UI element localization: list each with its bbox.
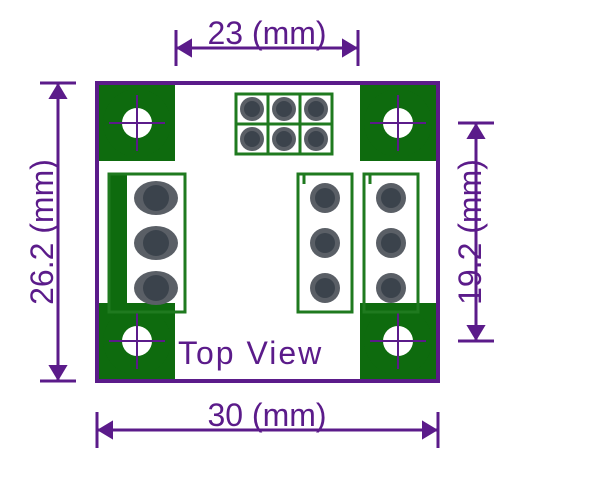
header-pad	[308, 101, 324, 117]
left-conn-pad	[143, 230, 169, 256]
dim-top-label: 23 (mm)	[207, 15, 326, 51]
header-pad	[244, 131, 260, 147]
header-pad	[308, 131, 324, 147]
dim-arrowhead	[48, 365, 67, 381]
dim-arrowhead	[176, 38, 192, 57]
right-conn-pad	[315, 233, 335, 253]
right-conn-pad	[315, 188, 335, 208]
dim-arrowhead	[48, 83, 67, 99]
dim-left-label: 26.2 (mm)	[24, 159, 60, 305]
dim-bottom-label: 30 (mm)	[207, 397, 326, 433]
header-pad	[276, 131, 292, 147]
dim-arrowhead	[466, 325, 485, 341]
dim-arrowhead	[466, 123, 485, 139]
left-conn-pad	[143, 275, 169, 301]
left-conn-pad	[143, 185, 169, 211]
header-pad	[244, 101, 260, 117]
dim-arrowhead	[342, 38, 358, 57]
right-conn-pad	[381, 188, 401, 208]
left-conn-strip	[109, 174, 127, 312]
right-conn-pad	[381, 233, 401, 253]
dim-right-label: 19.2 (mm)	[452, 159, 488, 305]
dim-arrowhead	[97, 420, 113, 439]
label-top-view: Top View	[178, 335, 323, 371]
dim-arrowhead	[422, 420, 438, 439]
right-conn-pad	[315, 278, 335, 298]
right-conn-pad	[381, 278, 401, 298]
header-pad	[276, 101, 292, 117]
